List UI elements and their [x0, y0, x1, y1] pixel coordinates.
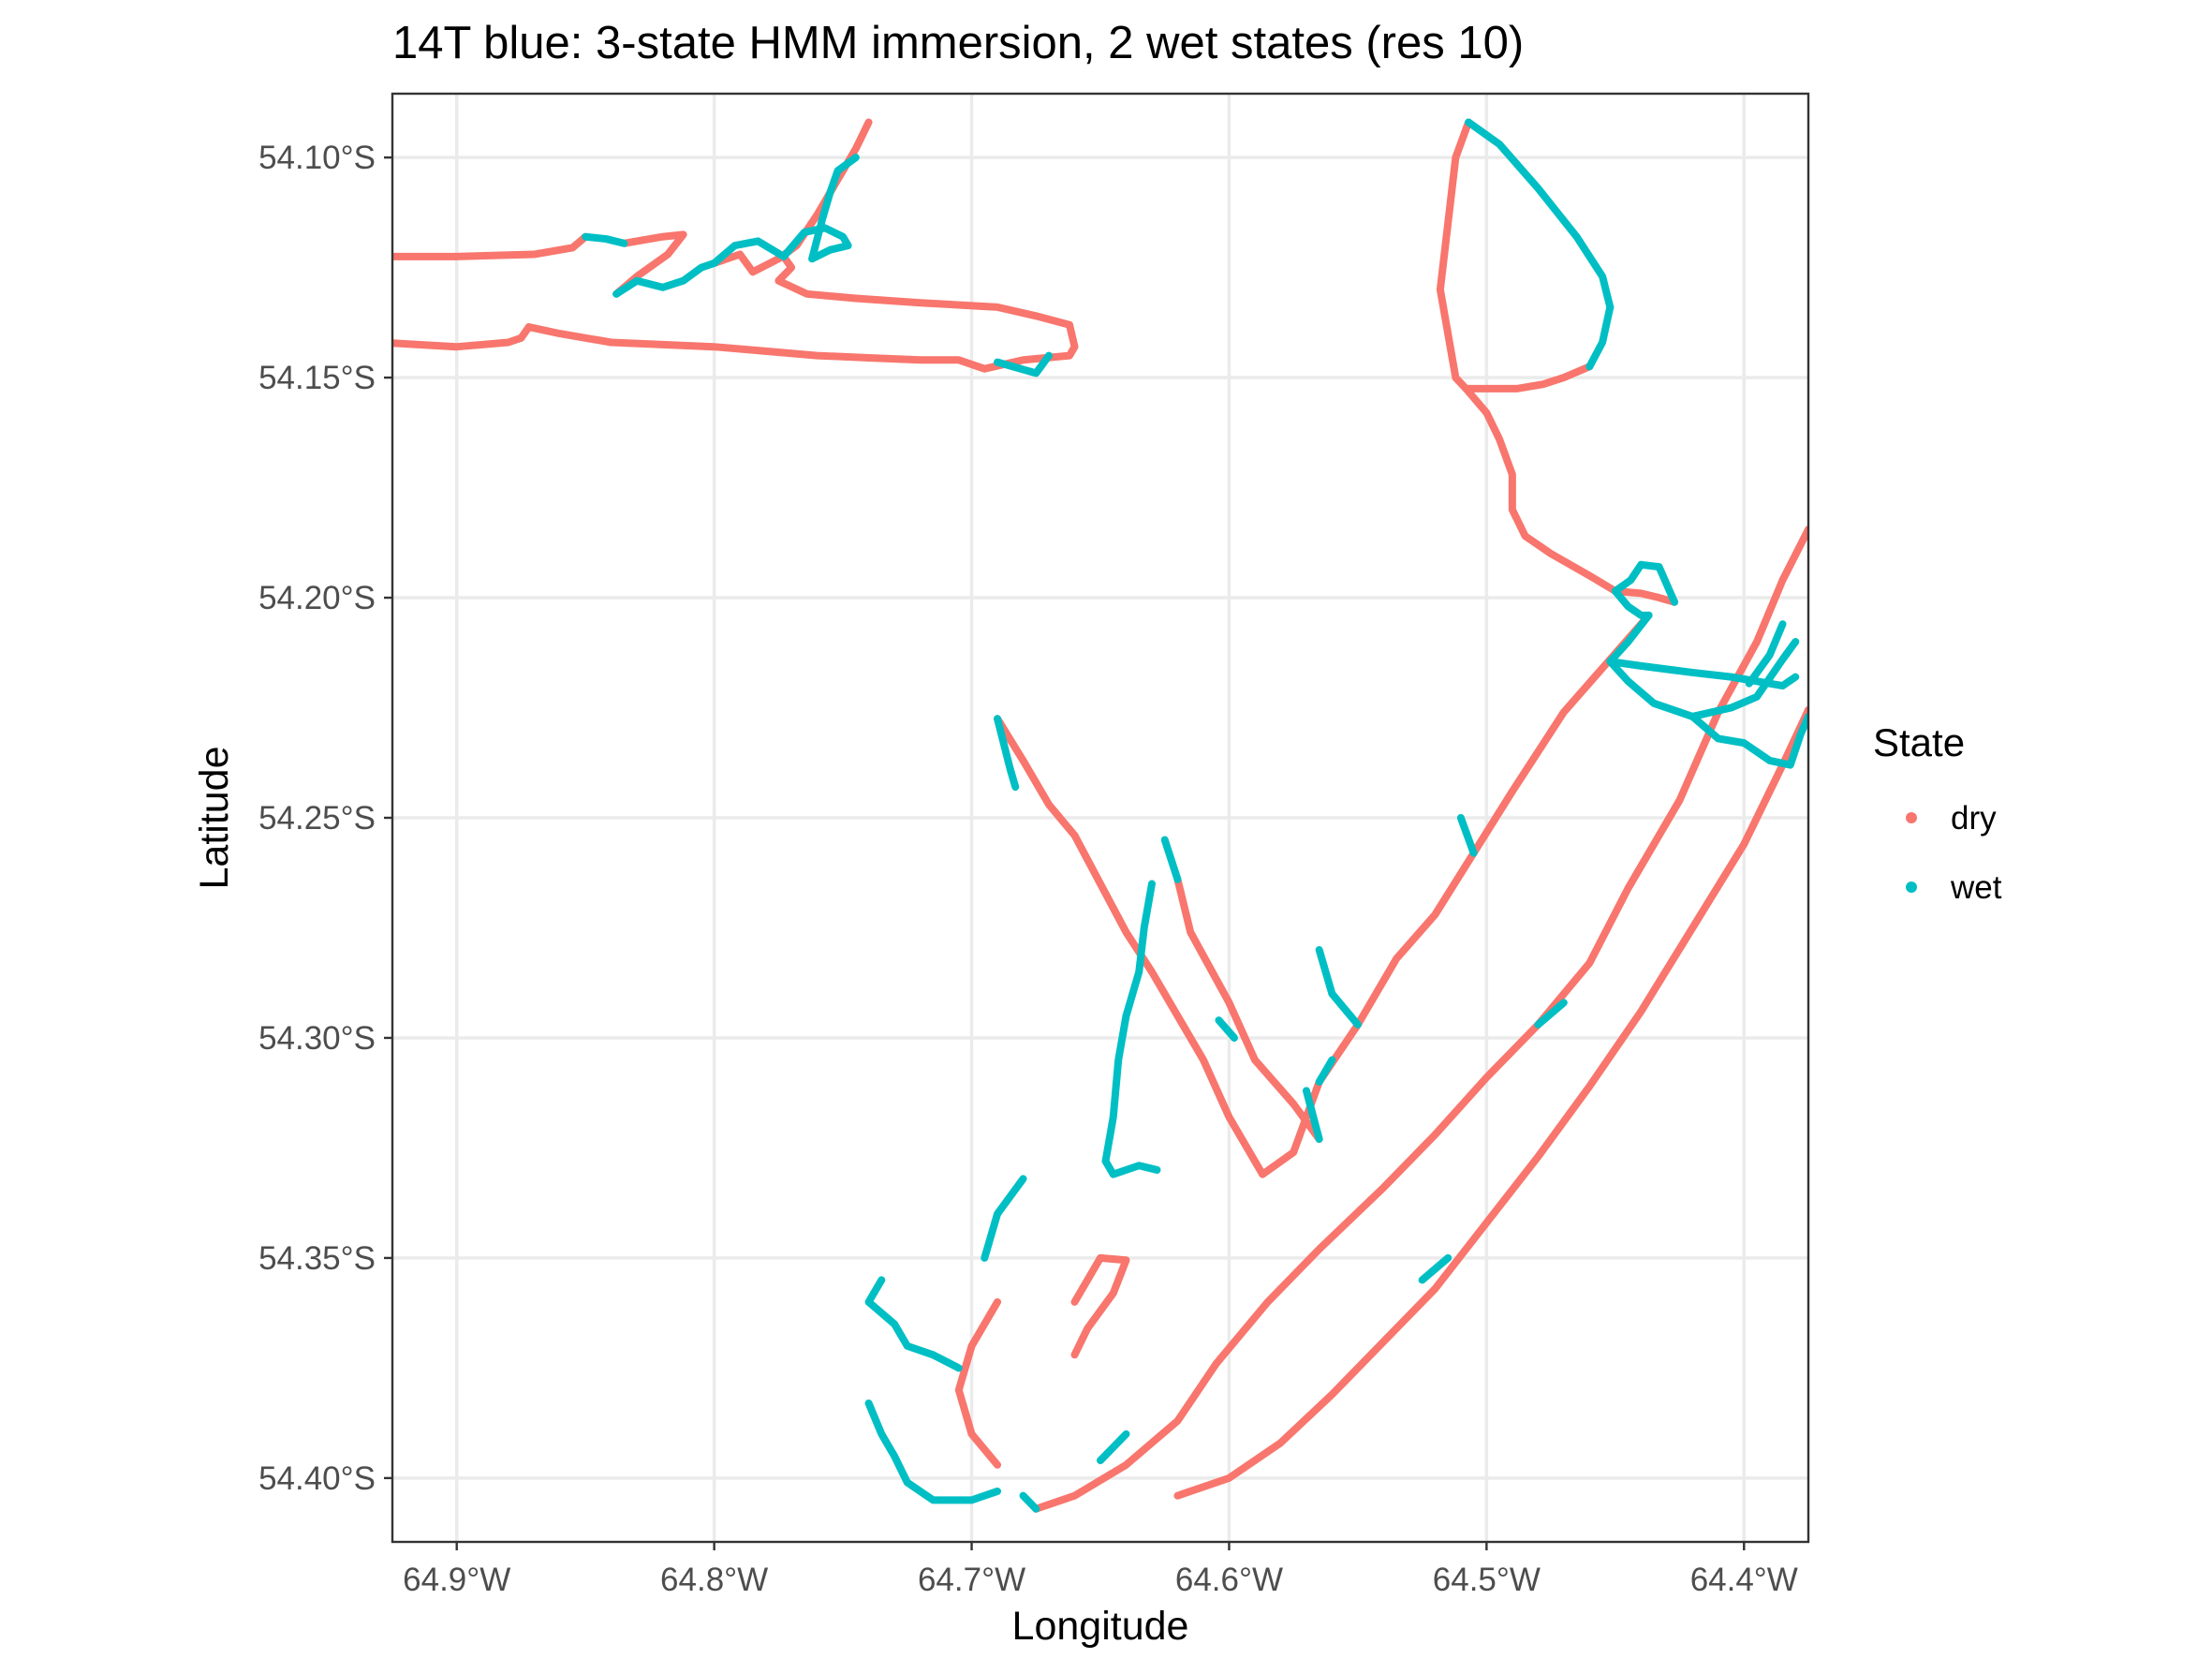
x-axis-title: Longitude: [1012, 1604, 1189, 1649]
track-segment-wet: [994, 351, 1054, 378]
track-segment-wet: [1101, 880, 1161, 1178]
track-segment-wet: [1315, 1056, 1336, 1086]
legend: State dry wet: [1873, 720, 2002, 906]
y-tick-label: 54.25°S: [258, 800, 376, 837]
y-tick-label: 54.30°S: [258, 1020, 376, 1057]
track-segment-wet: [1315, 945, 1362, 1029]
track-segment-dry: [1032, 526, 1808, 1513]
track-segment-wet: [864, 1399, 1002, 1504]
track-segment-wet: [1688, 712, 1808, 769]
track-segment-wet: [981, 1175, 1027, 1262]
plot-panel: [391, 92, 1810, 1544]
track-segment-wet: [1606, 611, 1800, 690]
y-tick-label: 54.10°S: [258, 140, 376, 176]
track-segment-wet: [1534, 999, 1568, 1029]
x-tick-label: 64.7°W: [918, 1562, 1025, 1598]
legend-label-dry: dry: [1951, 800, 1997, 837]
legend-key-dry: [1906, 812, 1917, 823]
track-segment-dry: [1462, 384, 1679, 606]
track-segment-wet: [1611, 560, 1679, 606]
x-tick-label: 64.5°W: [1433, 1562, 1541, 1598]
track-segment-dry: [392, 252, 1079, 373]
y-tick-label: 54.20°S: [258, 580, 376, 616]
track-segment-wet: [779, 154, 860, 263]
track-segment-wet: [1019, 1491, 1040, 1513]
track-segment-wet: [1465, 118, 1615, 311]
track-segment-wet: [1160, 836, 1182, 883]
x-tick-label: 64.6°W: [1175, 1562, 1283, 1598]
track-points: [392, 118, 1808, 1513]
x-tick-label: 64.9°W: [403, 1562, 510, 1598]
track-segment-wet: [994, 715, 1020, 792]
track-segment-wet: [864, 1276, 963, 1372]
track-segment-dry: [994, 611, 1653, 1178]
track-segment-dry: [1173, 705, 1808, 1500]
track-segment-wet: [612, 259, 718, 298]
y-axis-title: Latitude: [192, 746, 237, 889]
y-tick-label: 54.15°S: [258, 360, 376, 396]
track-segment-dry: [1436, 118, 1473, 393]
legend-key-wet: [1906, 881, 1917, 893]
track-segment-dry: [954, 1297, 1002, 1469]
legend-items: dry wet: [1906, 800, 2002, 906]
track-segment-wet: [1418, 1253, 1453, 1284]
chart-title: 14T blue: 3-state HMM immersion, 2 wet s…: [392, 18, 1524, 68]
x-tick-label: 64.8°W: [660, 1562, 768, 1598]
track-segment-dry: [1462, 363, 1594, 393]
track-segment-wet: [1215, 1016, 1238, 1042]
track-segment-wet: [1745, 620, 1787, 688]
x-axis: 64.9°W 64.8°W 64.7°W 64.6°W 64.5°W 64.4°W: [403, 1542, 1798, 1598]
track-segment-wet: [1606, 638, 1800, 720]
legend-label-wet: wet: [1950, 869, 2002, 906]
x-tick-label: 64.4°W: [1690, 1562, 1798, 1598]
y-axis: 54.10°S 54.15°S 54.20°S 54.25°S 54.30°S 54.35…: [258, 140, 392, 1497]
track-segment-wet: [710, 237, 788, 267]
track-segment-wet: [582, 232, 628, 247]
track-segment-dry: [1173, 875, 1323, 1144]
track-segment-wet: [1585, 303, 1615, 371]
y-tick-label: 54.40°S: [258, 1460, 376, 1497]
series-wet: [582, 118, 1808, 1513]
track-segment-wet: [1456, 814, 1478, 857]
track-segment-dry: [392, 232, 590, 260]
track-segment-wet: [1302, 1087, 1323, 1144]
track-segment-dry: [1070, 1253, 1130, 1359]
track-segment-wet: [1097, 1429, 1130, 1465]
y-tick-label: 54.35°S: [258, 1240, 376, 1277]
legend-title: State: [1873, 720, 1965, 764]
